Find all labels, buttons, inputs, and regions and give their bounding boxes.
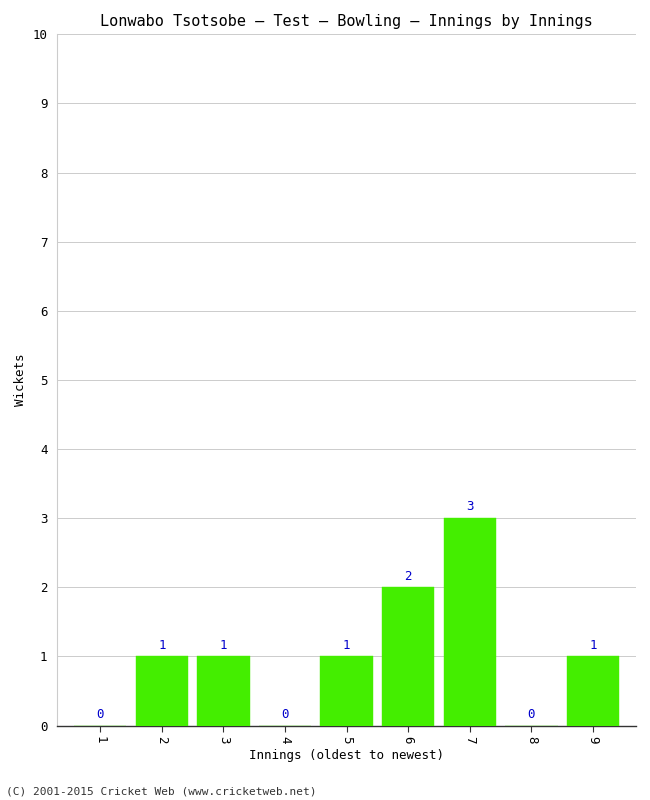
Bar	[136, 657, 188, 726]
Bar	[382, 587, 434, 726]
X-axis label: Innings (oldest to newest): Innings (oldest to newest)	[249, 749, 444, 762]
Text: 1: 1	[590, 638, 597, 652]
Title: Lonwabo Tsotsobe – Test – Bowling – Innings by Innings: Lonwabo Tsotsobe – Test – Bowling – Inni…	[100, 14, 593, 29]
Text: 1: 1	[343, 638, 350, 652]
Bar	[198, 657, 250, 726]
Text: 3: 3	[466, 500, 474, 514]
Y-axis label: Wickets: Wickets	[14, 354, 27, 406]
Bar	[567, 657, 619, 726]
Text: 1: 1	[158, 638, 166, 652]
Text: 1: 1	[220, 638, 228, 652]
Text: 0: 0	[281, 708, 289, 721]
Text: 2: 2	[404, 570, 412, 582]
Bar	[320, 657, 373, 726]
Text: 0: 0	[97, 708, 104, 721]
Text: (C) 2001-2015 Cricket Web (www.cricketweb.net): (C) 2001-2015 Cricket Web (www.cricketwe…	[6, 786, 317, 796]
Bar	[444, 518, 496, 726]
Text: 0: 0	[528, 708, 535, 721]
